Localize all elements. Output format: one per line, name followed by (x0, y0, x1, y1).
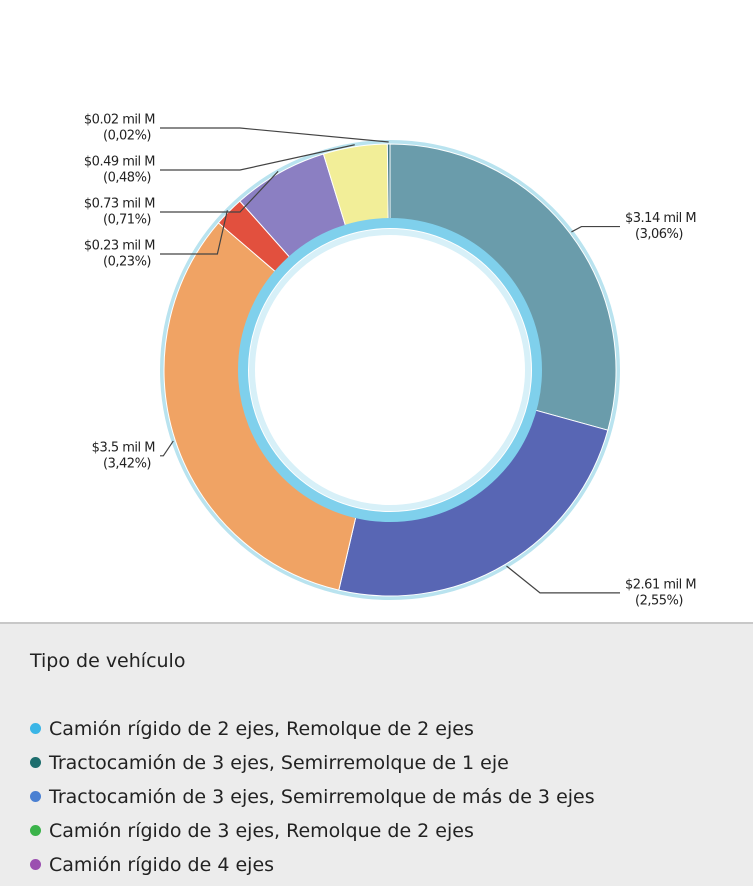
legend-label: Camión rígido de 2 ejes, Remolque de 2 e… (49, 718, 474, 740)
legend-item: Tractocamión de 3 ejes, Semirremolque de… (30, 752, 509, 774)
legend-marker (30, 757, 41, 768)
legend-marker (30, 723, 41, 734)
leader-line (160, 210, 228, 255)
legend-label: Camión rígido de 3 ejes, Remolque de 2 e… (49, 820, 474, 842)
percent-label: (2,55%) (635, 593, 683, 608)
legend-marker (30, 791, 41, 802)
percent-label: (0,23%) (103, 255, 151, 270)
legend-item: Camión rígido de 3 ejes, Remolque de 2 e… (30, 820, 474, 842)
donut-slice (386, 143, 391, 221)
leader-line (160, 127, 389, 143)
value-label: $0.49 mil M (84, 155, 155, 170)
legend-label: Tractocamión de 3 ejes, Semirremolque de… (49, 752, 509, 774)
chart: $3.14 mil M(3,06%) $2.61 mil M(2,55%) $3.5… (84, 113, 697, 609)
value-label: $0.73 mil M (84, 197, 155, 212)
leader-line (506, 565, 620, 594)
legend-marker (30, 859, 41, 870)
value-label: $3.14 mil M (625, 211, 696, 226)
legend: Tipo de vehículo Camión rígido de 2 ejes… (0, 622, 753, 886)
legend-marker (30, 825, 41, 836)
value-label: $3.5 mil M (92, 440, 155, 455)
legend-item: Camión rígido de 4 ejes (30, 854, 274, 876)
leader-line (571, 225, 620, 233)
legend-label: Tractocamión de 3 ejes, Semirremolque de… (49, 786, 595, 808)
outer-ring (160, 140, 620, 600)
percent-label: (3,42%) (103, 456, 151, 471)
slices (163, 143, 617, 597)
legend-item: Tractocamión de 3 ejes, Semirremolque de… (30, 786, 595, 808)
inner-ring-light (249, 229, 531, 511)
leader-line (160, 440, 174, 457)
value-label: $0.23 mil M (84, 239, 155, 254)
legend-item: Camión rígido de 2 ejes, Remolque de 2 e… (30, 718, 474, 740)
percent-label: (3,06%) (635, 227, 683, 242)
value-label: $2.61 mil M (625, 577, 696, 592)
leader-line (160, 144, 355, 171)
legend-title: Tipo de vehículo (30, 650, 186, 672)
percent-label: (0,71%) (103, 213, 151, 228)
percent-label: (0,02%) (103, 129, 151, 144)
legend-label: Camión rígido de 4 ejes (49, 854, 275, 876)
value-label: $0.02 mil M (84, 113, 155, 128)
percent-label: (0,48%) (103, 171, 151, 186)
leader-line (160, 170, 279, 213)
